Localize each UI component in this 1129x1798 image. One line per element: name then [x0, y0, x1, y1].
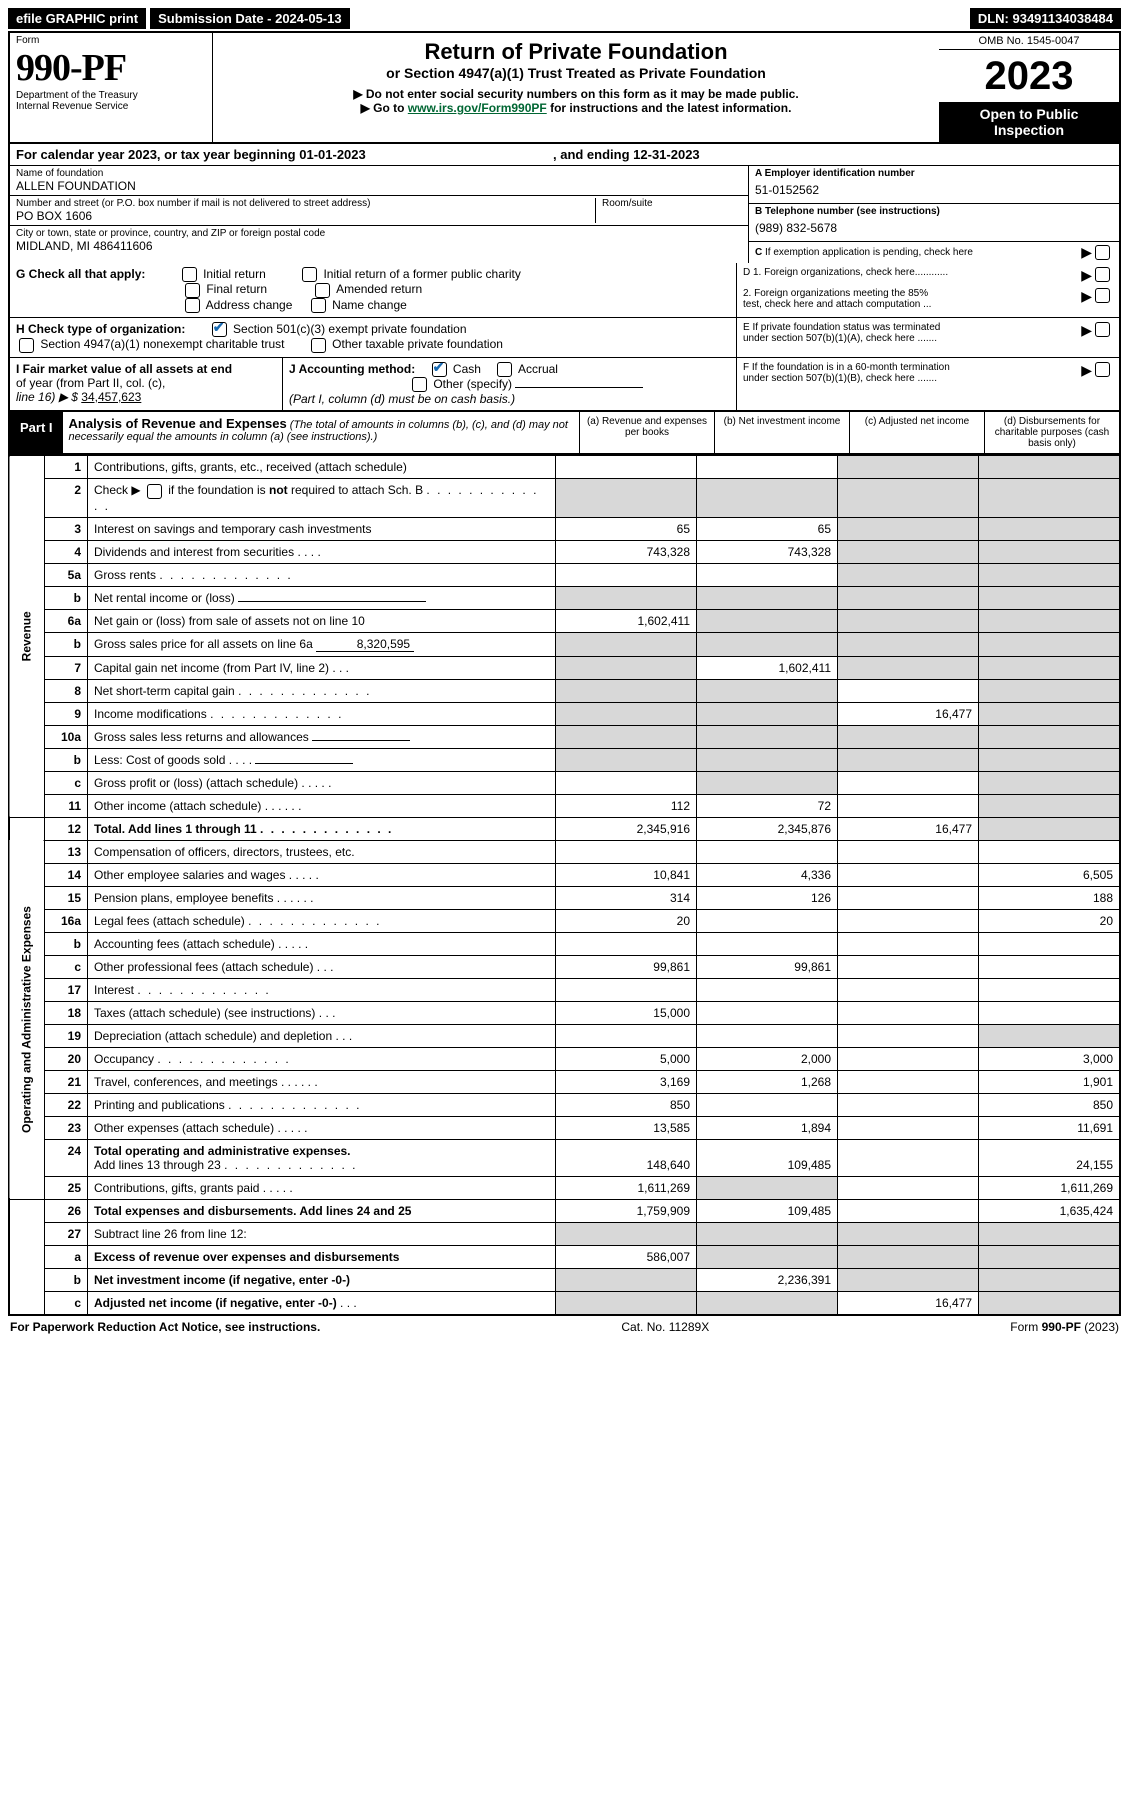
form-word: Form: [16, 35, 206, 46]
ein: 51-0152562: [755, 179, 1113, 201]
g-final-return-checkbox[interactable]: [185, 283, 200, 298]
expenses-vlabel: Operating and Administrative Expenses: [9, 840, 45, 1199]
h-501c3-checkbox[interactable]: [212, 322, 227, 337]
j-block: J Accounting method: Cash Accrual Other …: [283, 358, 736, 411]
col-b-header: (b) Net investment income: [714, 412, 849, 453]
h-label: H Check type of organization:: [16, 322, 185, 336]
tax-year: 2023: [939, 50, 1119, 102]
j-cash-checkbox[interactable]: [432, 362, 447, 377]
g-initial-return-checkbox[interactable]: [182, 267, 197, 282]
foundation-name: ALLEN FOUNDATION: [16, 179, 742, 193]
warn-2: ▶ Go to www.irs.gov/Form990PF for instru…: [223, 101, 929, 115]
c-label: C If exemption application is pending, c…: [755, 247, 1081, 258]
instructions-link[interactable]: www.irs.gov/Form990PF: [408, 101, 547, 115]
g-d-row: G Check all that apply: Initial return I…: [8, 263, 1121, 318]
address: PO BOX 1606: [16, 209, 595, 223]
h-e-row: H Check type of organization: Section 50…: [8, 318, 1121, 358]
g-amended-checkbox[interactable]: [315, 283, 330, 298]
inspection-badge: Open to PublicInspection: [939, 102, 1119, 142]
form-subtitle: or Section 4947(a)(1) Trust Treated as P…: [223, 65, 929, 81]
g-address-change-checkbox[interactable]: [185, 298, 200, 313]
top-strip: efile GRAPHIC print Submission Date - 20…: [8, 8, 1121, 29]
fmv-amount: 34,457,623: [81, 390, 141, 404]
footer-left: For Paperwork Reduction Act Notice, see …: [10, 1320, 320, 1334]
e-checkbox[interactable]: [1095, 322, 1110, 337]
revenue-vlabel: Revenue: [9, 456, 45, 817]
col-d-header: (d) Disbursements for charitable purpose…: [984, 412, 1119, 453]
city: MIDLAND, MI 486411606: [16, 239, 742, 253]
footer-right: Form 990-PF (2023): [1010, 1320, 1119, 1334]
form-title: Return of Private Foundation: [223, 39, 929, 65]
omb-number: OMB No. 1545-0047: [939, 33, 1119, 50]
warn-1: ▶ Do not enter social security numbers o…: [223, 87, 929, 101]
form-header: Form 990-PF Department of the Treasury I…: [8, 31, 1121, 144]
d2-checkbox[interactable]: [1095, 288, 1110, 303]
foundation-name-label: Name of foundation: [16, 168, 742, 179]
c-checkbox[interactable]: [1095, 245, 1110, 260]
i-block: I Fair market value of all assets at end…: [10, 358, 283, 411]
room-label: Room/suite: [602, 198, 742, 209]
address-label: Number and street (or P.O. box number if…: [16, 198, 595, 209]
j-other-checkbox[interactable]: [412, 377, 427, 392]
part-i-label: Part I: [10, 412, 63, 453]
footer-mid: Cat. No. 11289X: [621, 1320, 709, 1334]
dln: DLN: 93491134038484: [970, 8, 1121, 29]
g-label: G Check all that apply:: [16, 267, 145, 281]
j-accrual-checkbox[interactable]: [497, 362, 512, 377]
calendar-year-row: For calendar year 2023, or tax year begi…: [8, 144, 1121, 166]
dept-2: Internal Revenue Service: [16, 101, 206, 112]
analysis-table: Revenue 1 Contributions, gifts, grants, …: [8, 455, 1121, 1315]
entity-block: Name of foundation ALLEN FOUNDATION Numb…: [8, 166, 1121, 263]
i-j-f-row: I Fair market value of all assets at end…: [8, 358, 1121, 413]
col-a-header: (a) Revenue and expenses per books: [579, 412, 714, 453]
g-initial-former-checkbox[interactable]: [302, 267, 317, 282]
phone-label: B Telephone number (see instructions): [755, 206, 1113, 217]
dept-1: Department of the Treasury: [16, 90, 206, 101]
d1-checkbox[interactable]: [1095, 267, 1110, 282]
f-checkbox[interactable]: [1095, 362, 1110, 377]
efile-badge: efile GRAPHIC print: [8, 8, 146, 29]
city-label: City or town, state or province, country…: [16, 228, 742, 239]
form-number: 990-PF: [16, 46, 206, 90]
col-c-header: (c) Adjusted net income: [849, 412, 984, 453]
phone: (989) 832-5678: [755, 217, 1113, 239]
h-4947-checkbox[interactable]: [19, 338, 34, 353]
page-footer: For Paperwork Reduction Act Notice, see …: [8, 1316, 1121, 1338]
ein-label: A Employer identification number: [755, 168, 1113, 179]
schb-checkbox[interactable]: [147, 484, 162, 499]
h-other-checkbox[interactable]: [311, 338, 326, 353]
submission-date: Submission Date - 2024-05-13: [150, 8, 350, 29]
g-name-change-checkbox[interactable]: [311, 298, 326, 313]
part-i-header: Part I Analysis of Revenue and Expenses …: [8, 412, 1121, 455]
